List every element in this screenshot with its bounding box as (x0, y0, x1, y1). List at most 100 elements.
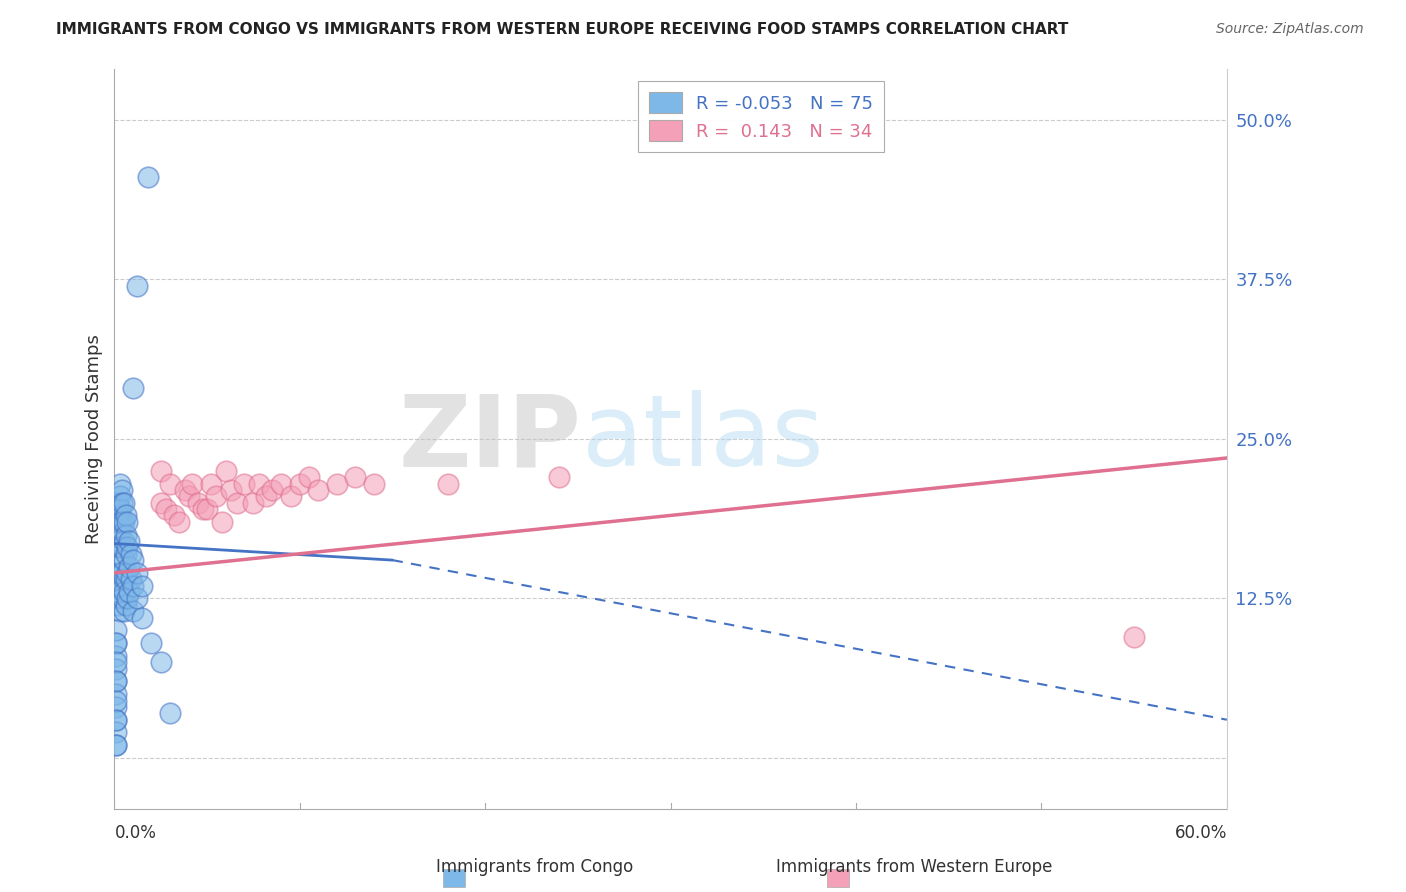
Point (117, 515, 139, 529)
Point (105, 674, 128, 689)
Point (120, 572, 142, 586)
Point (344, 470, 367, 484)
Point (326, 476, 349, 491)
Text: IMMIGRANTS FROM CONGO VS IMMIGRANTS FROM WESTERN EUROPE RECEIVING FOOD STAMPS CO: IMMIGRANTS FROM CONGO VS IMMIGRANTS FROM… (56, 22, 1069, 37)
Point (107, 508, 129, 523)
Point (163, 508, 186, 523)
Point (105, 655, 128, 669)
Text: Immigrants from Western Europe: Immigrants from Western Europe (776, 858, 1052, 876)
Point (117, 566, 139, 580)
Point (105, 674, 128, 689)
Point (105, 687, 128, 701)
Point (111, 541, 134, 555)
Point (136, 169, 159, 184)
Point (105, 624, 128, 638)
Point (107, 585, 129, 599)
Point (107, 515, 129, 529)
Point (242, 496, 264, 510)
Point (177, 489, 200, 503)
Point (108, 489, 131, 503)
Point (122, 553, 145, 567)
Point (548, 470, 571, 484)
Point (111, 591, 134, 606)
Point (107, 566, 129, 580)
Point (233, 476, 256, 491)
Point (173, 483, 195, 497)
Point (181, 476, 204, 491)
Point (105, 648, 128, 663)
Point (159, 706, 181, 721)
Point (114, 572, 136, 586)
Point (108, 515, 131, 529)
Point (118, 559, 141, 574)
Point (107, 598, 129, 612)
Point (122, 579, 145, 593)
Text: Immigrants from Congo: Immigrants from Congo (436, 858, 633, 876)
Point (112, 496, 135, 510)
Point (288, 476, 311, 491)
Point (118, 533, 141, 548)
Point (105, 693, 128, 707)
Point (159, 476, 181, 491)
Point (219, 483, 242, 497)
Point (108, 541, 131, 555)
Point (112, 572, 135, 586)
Point (118, 585, 141, 599)
Point (111, 483, 134, 497)
Y-axis label: Receiving Food Stamps: Receiving Food Stamps (86, 334, 103, 544)
Point (280, 489, 302, 503)
Point (107, 553, 129, 567)
Point (200, 476, 222, 491)
Point (169, 515, 191, 529)
Point (108, 476, 131, 491)
Point (107, 527, 129, 541)
Point (108, 604, 131, 618)
Point (117, 591, 139, 606)
Point (247, 476, 270, 491)
Point (111, 566, 134, 580)
Point (112, 533, 135, 548)
Point (125, 278, 148, 293)
Point (270, 476, 292, 491)
Point (122, 381, 145, 395)
Point (214, 464, 236, 478)
Point (256, 489, 278, 503)
Point (437, 476, 460, 491)
Point (108, 527, 131, 541)
Point (149, 464, 172, 478)
Point (122, 604, 145, 618)
Point (112, 585, 135, 599)
Point (105, 713, 128, 727)
Text: Source: ZipAtlas.com: Source: ZipAtlas.com (1216, 22, 1364, 37)
Point (105, 636, 128, 650)
Point (1123, 630, 1146, 644)
Point (125, 591, 148, 606)
Point (114, 598, 136, 612)
Point (112, 604, 135, 618)
Point (260, 483, 283, 497)
Point (211, 515, 233, 529)
Point (125, 566, 148, 580)
Point (111, 496, 134, 510)
Point (105, 738, 128, 752)
Point (105, 636, 128, 650)
Point (114, 547, 136, 561)
Point (225, 496, 247, 510)
Text: 0.0%: 0.0% (114, 824, 156, 842)
Point (108, 502, 131, 516)
Point (107, 496, 129, 510)
Point (141, 636, 163, 650)
Point (120, 547, 142, 561)
Point (114, 527, 136, 541)
Text: atlas: atlas (582, 391, 824, 487)
Point (155, 502, 177, 516)
Point (105, 738, 128, 752)
Point (149, 655, 172, 669)
Point (131, 579, 153, 593)
Point (107, 541, 129, 555)
Point (105, 713, 128, 727)
Point (114, 508, 136, 523)
Point (105, 662, 128, 676)
Point (105, 700, 128, 714)
Point (117, 541, 139, 555)
